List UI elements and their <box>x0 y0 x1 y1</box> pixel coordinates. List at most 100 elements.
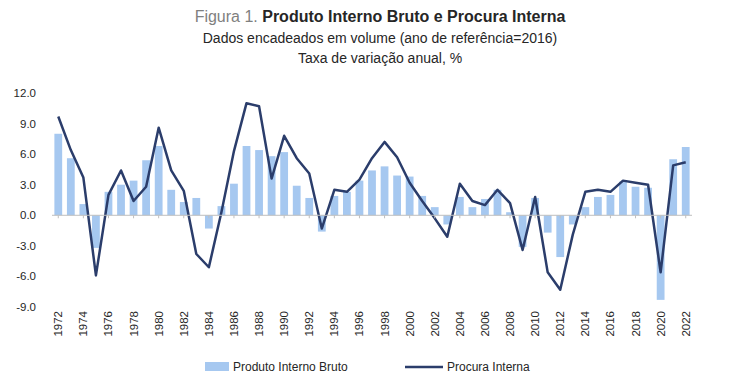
y-tick-label: 9.0 <box>20 118 36 130</box>
x-tick-label: 2000 <box>404 311 416 337</box>
x-tick-label: 1976 <box>102 311 114 337</box>
x-tick <box>58 215 59 218</box>
bar <box>280 152 288 215</box>
x-tick-label: 2018 <box>630 311 642 337</box>
x-tick <box>208 215 209 218</box>
bar <box>54 134 62 216</box>
x-tick <box>183 215 184 218</box>
x-tick <box>585 215 586 218</box>
bar <box>305 198 313 215</box>
x-tick <box>334 215 335 218</box>
x-tick-label: 1982 <box>178 311 190 337</box>
y-tick <box>48 154 52 155</box>
x-tick <box>560 215 561 218</box>
y-tick <box>48 245 52 246</box>
x-tick <box>384 215 385 218</box>
title: Figura 1. Produto Interno Bruto e Procur… <box>195 8 566 25</box>
bar <box>167 190 175 215</box>
bar <box>293 186 301 216</box>
y-tick-label: -6.0 <box>16 270 36 282</box>
bar <box>230 184 238 216</box>
x-axis <box>52 215 692 216</box>
subtitle: Dados encadeados em volume (ano de refer… <box>203 30 558 46</box>
x-tick-label: 2010 <box>529 311 541 337</box>
x-tick <box>108 215 109 218</box>
bar <box>594 197 602 215</box>
x-tick <box>409 215 410 218</box>
x-tick-label: 2020 <box>655 311 667 337</box>
bar <box>381 166 389 215</box>
x-tick <box>535 215 536 218</box>
x-tick-label: 2022 <box>680 311 692 337</box>
x-tick-label: 2014 <box>579 310 591 336</box>
x-tick-label: 2016 <box>604 311 616 337</box>
x-tick <box>484 215 485 218</box>
line <box>58 103 685 289</box>
legend: Produto Interno BrutoProcura Interna <box>205 360 530 374</box>
bar <box>356 181 364 216</box>
bar <box>581 207 589 215</box>
bar <box>556 215 564 257</box>
bar <box>92 215 100 248</box>
x-tick <box>83 215 84 218</box>
x-tick-label: 1974 <box>77 310 89 336</box>
x-tick-label: 1990 <box>278 311 290 337</box>
bar <box>255 150 263 215</box>
bar <box>632 187 640 216</box>
legend-swatch <box>205 362 229 371</box>
y-tick-label: 3.0 <box>20 179 36 191</box>
x-tick <box>158 215 159 218</box>
y-tick-label: 12.0 <box>14 87 36 99</box>
x-tick <box>233 215 234 218</box>
bar <box>607 195 615 215</box>
bar <box>682 147 690 215</box>
chart: Figura 1. Produto Interno Bruto e Procur… <box>0 0 740 389</box>
x-tick-label: 1972 <box>52 311 64 337</box>
x-tick <box>434 215 435 218</box>
title-main: Produto Interno Bruto e Procura Interna <box>262 8 565 25</box>
y-tick <box>48 184 52 185</box>
x-tick-label: 2004 <box>454 310 466 336</box>
x-tick-label: 1996 <box>353 311 365 337</box>
x-tick-label: 1984 <box>203 310 215 336</box>
x-tick-label: 1992 <box>303 311 315 337</box>
x-tick <box>635 215 636 218</box>
bar <box>544 215 552 232</box>
y-tick-label: 6.0 <box>20 148 36 160</box>
subtitle: Taxa de variação anual, % <box>298 50 462 66</box>
x-tick-label: 2012 <box>554 311 566 337</box>
y-tick-label: -9.0 <box>16 301 36 313</box>
y-tick <box>48 307 52 308</box>
x-tick <box>133 215 134 218</box>
x-tick-label: 1994 <box>328 310 340 336</box>
x-tick <box>359 215 360 218</box>
y-tick <box>48 123 52 124</box>
x-tick-label: 1988 <box>253 311 265 337</box>
legend-swatch <box>405 366 443 369</box>
x-tick <box>259 215 260 218</box>
y-tick-label: 0.0 <box>20 209 36 221</box>
y-tick-label: -3.0 <box>16 240 36 252</box>
bar <box>368 170 376 215</box>
x-tick <box>685 215 686 218</box>
x-tick-label: 1980 <box>153 311 165 337</box>
x-tick <box>284 215 285 218</box>
x-tick-label: 2008 <box>504 311 516 337</box>
x-tick <box>309 215 310 218</box>
bar <box>243 146 251 215</box>
title-prefix: Figura 1. <box>195 8 263 25</box>
x-tick-label: 2006 <box>479 311 491 337</box>
bar <box>205 215 213 228</box>
legend-label: Procura Interna <box>447 360 530 374</box>
y-tick <box>48 215 52 216</box>
plot-area <box>54 103 689 300</box>
bar <box>619 182 627 216</box>
bar <box>393 176 401 216</box>
x-tick-label: 1998 <box>379 311 391 337</box>
x-tick <box>660 215 661 218</box>
x-tick-label: 1986 <box>228 311 240 337</box>
x-tick <box>459 215 460 218</box>
bar <box>469 207 477 215</box>
bar <box>155 146 163 215</box>
bar <box>117 185 125 216</box>
